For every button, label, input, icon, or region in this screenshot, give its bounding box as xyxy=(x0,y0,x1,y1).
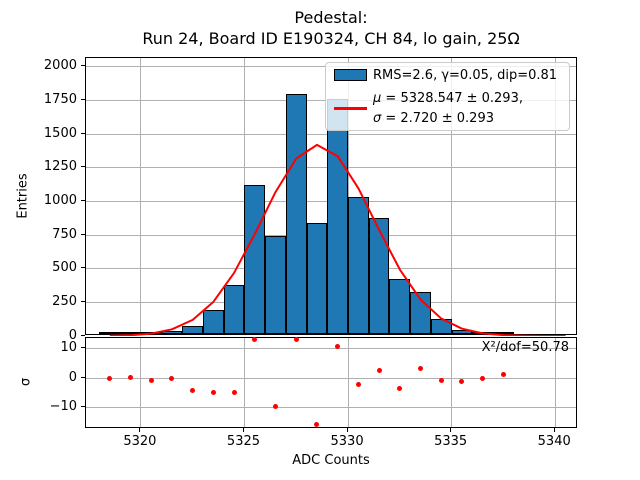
y-tick-mark xyxy=(81,199,85,201)
x-axis-label: ADC Counts xyxy=(292,453,370,468)
y-tick-mark xyxy=(81,376,85,378)
y-tick-mark xyxy=(81,98,85,100)
pull-point xyxy=(480,376,486,382)
y-tick-mark xyxy=(81,267,85,269)
histogram-bar xyxy=(368,217,390,334)
histogram-bar xyxy=(99,332,121,334)
legend-fit-line-sample xyxy=(334,107,367,110)
gridline xyxy=(451,338,453,427)
legend: RMS=2.6, γ=0.05, dip=0.81 μ = 5328.547 ±… xyxy=(325,62,570,131)
legend-fit-mu-label: μ = 5328.547 ± 0.293, xyxy=(373,91,523,106)
y-tick-mark xyxy=(81,166,85,168)
y-tick-label: 0 xyxy=(68,327,77,343)
pull-point xyxy=(231,389,237,395)
y-tick-label: 750 xyxy=(52,226,77,242)
y-tick-label: 250 xyxy=(52,293,77,309)
histogram-bar xyxy=(493,332,514,334)
histogram-bar xyxy=(120,332,141,334)
pull-point xyxy=(252,337,258,343)
histogram-bar xyxy=(451,330,473,334)
y-tick-label: 1500 xyxy=(43,125,77,141)
y-tick-mark xyxy=(81,65,85,67)
y-tick-label: −10 xyxy=(49,399,77,414)
histogram-bar xyxy=(244,184,266,334)
histogram-bar xyxy=(348,197,369,334)
gridline xyxy=(86,407,576,408)
x-tick-label: 5330 xyxy=(330,434,364,449)
legend-histogram-swatch xyxy=(334,69,367,81)
chart-title: Pedestal: Run 24, Board ID E190324, CH 8… xyxy=(85,7,577,49)
pull-point xyxy=(148,377,154,383)
histogram-bar xyxy=(306,222,328,334)
histogram-bar xyxy=(140,332,162,334)
x-tick-mark xyxy=(139,428,141,432)
histogram-bar xyxy=(203,309,224,334)
x-tick-label: 5335 xyxy=(434,434,468,449)
pull-point xyxy=(210,389,216,395)
pull-point xyxy=(107,375,113,381)
y-tick-label: 0 xyxy=(68,369,77,385)
y-tick-mark xyxy=(81,406,85,407)
title-line2: Run 24, Board ID E190324, CH 84, lo gain… xyxy=(142,29,520,48)
y-tick-mark xyxy=(81,334,85,336)
pull-point xyxy=(314,421,320,427)
gridline xyxy=(554,338,556,427)
histogram-bar xyxy=(223,284,245,334)
gridline xyxy=(86,348,576,350)
x-tick-mark xyxy=(346,428,348,432)
histogram-bar xyxy=(182,325,204,334)
y-tick-label: 2000 xyxy=(43,58,77,74)
x-tick-label: 5325 xyxy=(226,434,261,449)
pull-point xyxy=(190,387,196,393)
histogram-bar xyxy=(161,330,183,334)
title-line1: Pedestal: xyxy=(294,8,368,27)
y-tick-mark xyxy=(81,300,85,302)
histogram-bar xyxy=(410,291,431,334)
x-tick-mark xyxy=(242,428,244,432)
histogram-bar xyxy=(472,332,494,334)
x-tick-mark xyxy=(450,428,452,432)
legend-histogram-label: RMS=2.6, γ=0.05, dip=0.81 xyxy=(373,68,558,83)
y-tick-mark xyxy=(81,347,85,349)
gridline xyxy=(86,377,576,379)
y-tick-label: 1250 xyxy=(43,159,77,175)
y-tick-label: 500 xyxy=(52,260,77,276)
pull-point xyxy=(418,365,424,371)
y-tick-mark xyxy=(81,233,85,235)
pull-point xyxy=(335,343,341,349)
pull-point xyxy=(293,337,299,343)
y-tick-label: 1750 xyxy=(43,91,77,107)
x-tick-label: 5340 xyxy=(537,434,571,449)
pull-point xyxy=(128,374,134,380)
main-plot-area xyxy=(85,57,577,336)
gridline xyxy=(140,338,142,427)
y-tick-label: 1000 xyxy=(43,192,77,208)
pull-point xyxy=(355,381,361,387)
x-tick-mark xyxy=(553,428,555,432)
histogram-bar xyxy=(430,319,452,334)
pull-point xyxy=(376,367,382,373)
x-tick-label: 5320 xyxy=(123,434,157,449)
gridline xyxy=(347,338,349,427)
pull-point xyxy=(438,378,444,384)
pull-point xyxy=(169,376,175,382)
pull-point xyxy=(500,372,506,378)
chi2-annotation: X²/dof=50.78 xyxy=(481,340,569,355)
legend-fit-sigma-label: σ = 2.720 ± 0.293 xyxy=(373,111,494,126)
histogram-bar xyxy=(265,235,286,334)
y-tick-mark xyxy=(81,132,85,134)
y-tick-label: 10 xyxy=(60,340,77,356)
gridline xyxy=(140,58,142,334)
pull-plot-area: X²/dof=50.78 xyxy=(85,337,577,428)
histogram-bar xyxy=(389,278,411,334)
pull-point xyxy=(273,403,279,409)
pull-point xyxy=(459,379,465,385)
histogram-bar xyxy=(285,93,307,334)
pull-point xyxy=(397,385,403,391)
gridline xyxy=(243,338,245,427)
histogram-bar xyxy=(327,99,349,334)
